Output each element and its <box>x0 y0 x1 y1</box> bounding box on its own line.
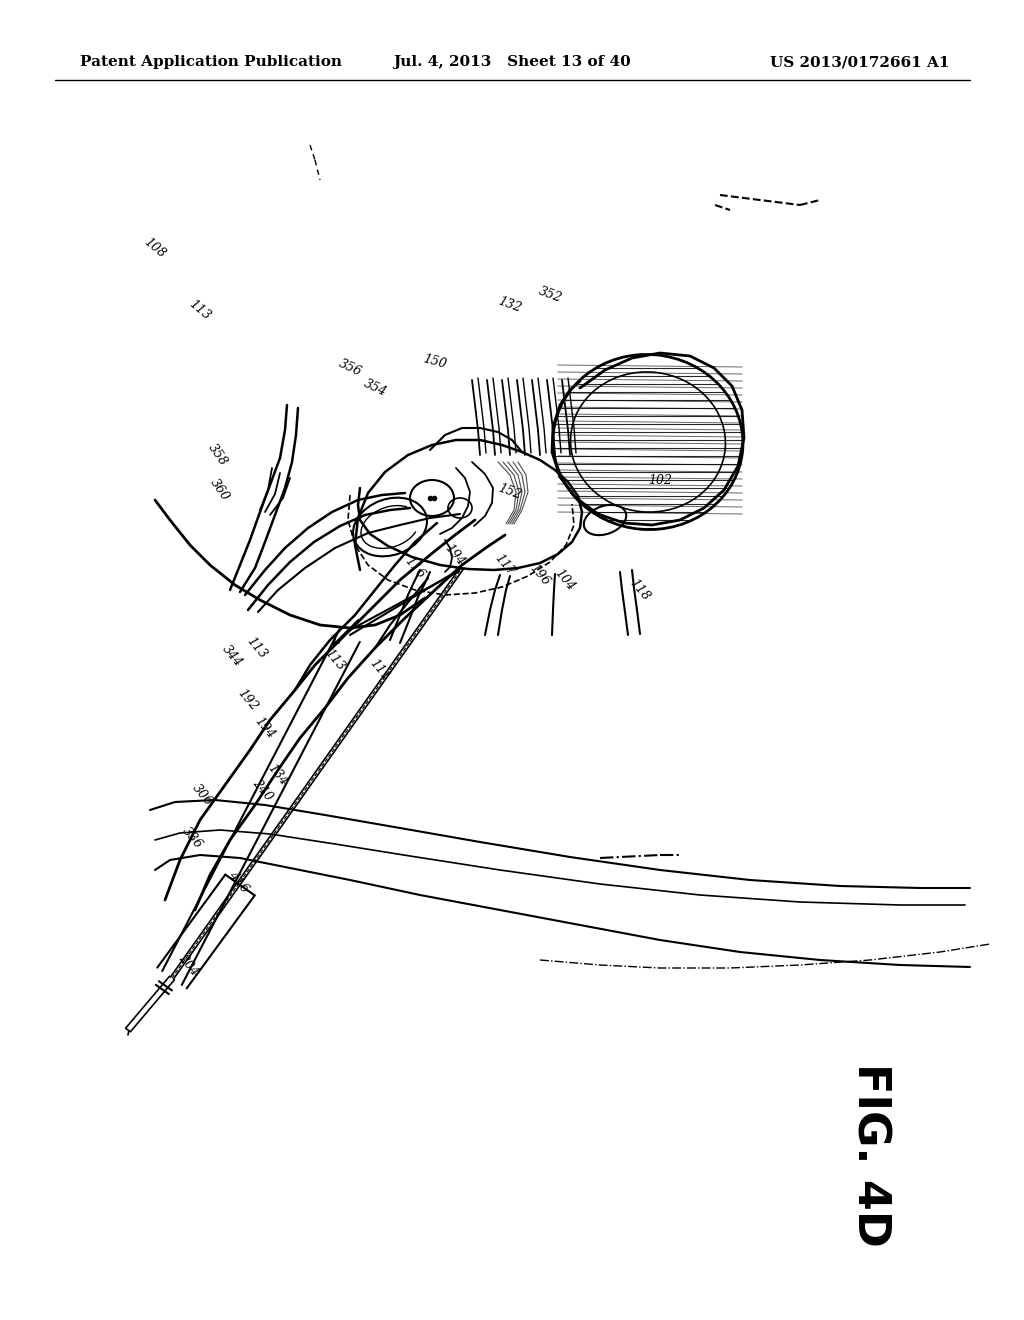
Text: 102: 102 <box>648 474 672 487</box>
Text: FIG. 4D: FIG. 4D <box>849 1063 892 1247</box>
Text: 113: 113 <box>245 635 269 661</box>
Text: 358: 358 <box>206 441 230 469</box>
Text: 356: 356 <box>336 356 364 379</box>
Text: 306: 306 <box>189 781 215 808</box>
Text: 194: 194 <box>442 541 468 569</box>
Text: 192: 192 <box>236 686 261 713</box>
Text: 196: 196 <box>527 561 553 589</box>
Text: 111: 111 <box>368 656 392 684</box>
Text: 360: 360 <box>208 477 232 503</box>
Text: 152: 152 <box>497 482 523 502</box>
Text: 344: 344 <box>219 643 245 669</box>
Text: 113: 113 <box>186 297 213 322</box>
Text: 354: 354 <box>361 378 389 399</box>
Text: 118: 118 <box>628 577 652 603</box>
Text: Jul. 4, 2013   Sheet 13 of 40: Jul. 4, 2013 Sheet 13 of 40 <box>393 55 631 69</box>
Text: 116: 116 <box>402 554 428 581</box>
Text: 416: 416 <box>225 869 251 895</box>
Text: Patent Application Publication: Patent Application Publication <box>80 55 342 69</box>
Text: 134: 134 <box>265 762 291 788</box>
Text: 240: 240 <box>249 776 274 804</box>
Text: 204: 204 <box>175 952 201 978</box>
Text: 113: 113 <box>323 647 348 673</box>
Text: 150: 150 <box>422 352 449 371</box>
Text: 336: 336 <box>179 825 205 851</box>
Text: 352: 352 <box>537 285 563 305</box>
Text: 108: 108 <box>141 235 168 260</box>
Text: 117: 117 <box>493 552 518 578</box>
Text: 194: 194 <box>252 714 278 742</box>
Text: 104: 104 <box>552 566 578 594</box>
Text: 132: 132 <box>497 294 523 315</box>
Text: US 2013/0172661 A1: US 2013/0172661 A1 <box>770 55 950 69</box>
